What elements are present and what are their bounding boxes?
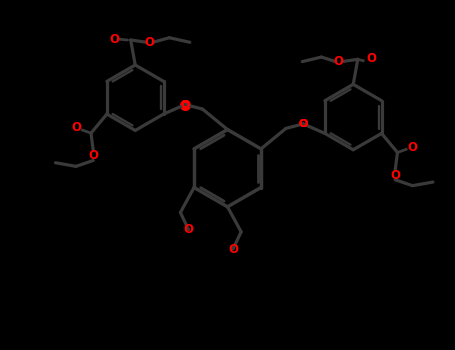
Text: O: O	[110, 33, 120, 46]
Text: O: O	[71, 121, 81, 134]
Text: O: O	[334, 55, 344, 68]
Text: O: O	[366, 52, 376, 65]
Text: O: O	[298, 119, 308, 129]
Text: O: O	[390, 169, 400, 182]
Text: O: O	[181, 99, 190, 110]
Text: O: O	[407, 141, 417, 154]
Text: O: O	[181, 99, 190, 110]
Text: O: O	[298, 119, 308, 129]
Text: O: O	[228, 243, 238, 256]
Text: O: O	[298, 119, 308, 129]
Text: O: O	[145, 36, 155, 49]
Text: O: O	[88, 149, 98, 162]
Text: O: O	[181, 99, 190, 110]
Text: O: O	[183, 223, 193, 236]
